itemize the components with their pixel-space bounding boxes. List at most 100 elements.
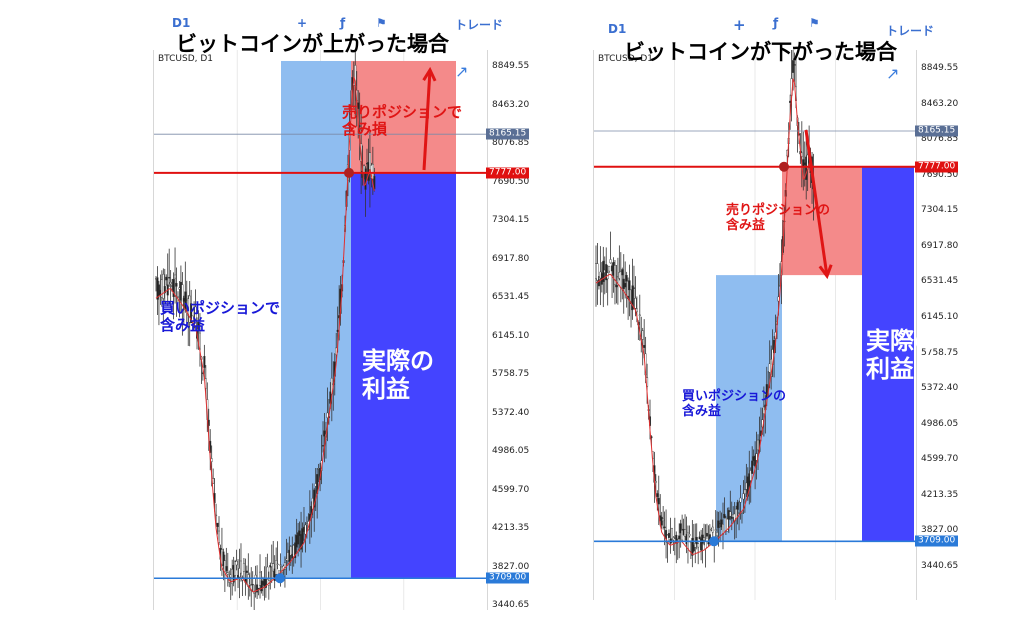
- indicator-icon[interactable]: ƒ: [340, 16, 346, 30]
- candle-body: [234, 561, 237, 576]
- candle-body: [596, 263, 599, 281]
- candle-body: [288, 549, 291, 562]
- candle-body: [754, 455, 757, 467]
- candle-body: [697, 543, 700, 548]
- candle-body: [301, 528, 304, 545]
- price-move-arrow-head: [422, 66, 437, 82]
- candle-body: [703, 537, 706, 541]
- candle-body: [272, 563, 275, 572]
- candle-body: [730, 516, 733, 519]
- candle-body: [322, 445, 325, 447]
- price-axis: 8849.55 8463.20 8076.85 7690.50 7304.15 6917.…: [915, 50, 971, 600]
- price-tick-label: 5372.40: [921, 383, 959, 394]
- price-tick-label: 4986.05: [921, 418, 959, 429]
- candle-body: [172, 279, 175, 297]
- timeframe-label[interactable]: D1: [172, 16, 191, 30]
- sell-entry-dot: [344, 167, 354, 178]
- symbol-label: BTCUSD, D1: [158, 54, 214, 64]
- expand-arrow-icon[interactable]: ↗: [886, 64, 900, 83]
- candle-body: [257, 587, 260, 590]
- candle-body: [239, 560, 242, 574]
- candle-body: [218, 530, 221, 543]
- candle-body: [245, 570, 248, 573]
- price-tick-label: 8463.20: [492, 99, 530, 110]
- candle-body: [707, 542, 710, 545]
- candle-body: [792, 60, 795, 73]
- candle-body: [663, 526, 666, 528]
- sell-price-tag: 7777.00: [486, 167, 530, 179]
- price-tick-label: 3440.65: [921, 561, 959, 571]
- moving-average-line: [595, 78, 814, 555]
- buy-entry-dot: [709, 536, 719, 547]
- expand-arrow-icon[interactable]: ↗: [455, 62, 469, 81]
- indicator-icon[interactable]: ƒ: [773, 16, 779, 30]
- candle-body: [597, 279, 600, 287]
- candle-body: [215, 514, 218, 517]
- candle-body: [717, 520, 720, 528]
- candle-body: [194, 306, 197, 331]
- price-tick-label: 6145.10: [492, 330, 530, 341]
- timeframe-label[interactable]: D1: [608, 22, 627, 36]
- crosshair-icon[interactable]: +: [297, 16, 308, 30]
- price-tick-label: 8849.55: [921, 63, 959, 73]
- candle-body: [656, 493, 659, 498]
- candle-body: [624, 282, 627, 288]
- price-tick-label: 4213.35: [492, 523, 530, 533]
- candle-body: [276, 563, 279, 566]
- trade-button[interactable]: トレード: [886, 24, 935, 38]
- price-tick-label: 4599.70: [921, 454, 959, 465]
- candle-body: [260, 580, 263, 592]
- candle-body: [643, 345, 646, 348]
- candle-body: [608, 265, 611, 272]
- price-tick-label: 5372.40: [492, 407, 530, 418]
- trade-button[interactable]: トレード: [455, 18, 504, 32]
- sell-entry-dot: [779, 161, 789, 172]
- chart-title: ビットコインが下がった場合: [624, 40, 897, 64]
- candle-body: [253, 592, 256, 594]
- price-tick-label: 7690.50: [492, 176, 530, 187]
- candle-body: [654, 480, 657, 483]
- price-tick-label: 8463.20: [921, 98, 959, 109]
- candle-body: [169, 282, 172, 285]
- price-tick-label: 6531.45: [921, 276, 959, 287]
- actual-profit-zone: [862, 166, 914, 542]
- candle-body: [660, 516, 663, 526]
- price-move-arrow: [422, 69, 432, 171]
- price-chart: [594, 50, 916, 600]
- crosshair-icon[interactable]: +: [733, 16, 746, 34]
- candle-body: [679, 523, 682, 534]
- candle-body: [165, 276, 168, 281]
- objects-icon[interactable]: ⚑: [376, 16, 387, 30]
- candle-body: [667, 533, 670, 538]
- candle-body: [247, 574, 250, 588]
- price-chart: [154, 50, 487, 610]
- candle-body: [704, 541, 707, 549]
- candle-body: [628, 280, 631, 291]
- price-tick-label: 8076.85: [492, 138, 530, 148]
- candle-body: [176, 296, 179, 298]
- candle-body: [751, 460, 754, 474]
- candle-body: [716, 532, 719, 536]
- candle-body: [275, 560, 278, 575]
- actual-profit-label: 実際の 利益: [362, 347, 434, 403]
- candle-body: [313, 489, 316, 508]
- chart-area[interactable]: BTCUSD, D1: [153, 50, 488, 610]
- objects-icon[interactable]: ⚑: [809, 16, 820, 30]
- candle-body: [729, 511, 732, 517]
- candle-body: [304, 524, 307, 535]
- candle-body: [294, 542, 297, 559]
- candle-body: [264, 578, 267, 588]
- candle-body: [749, 470, 752, 481]
- chart-area[interactable]: BTCUSD, D1: [593, 50, 917, 600]
- candle-body: [670, 528, 673, 539]
- candle-body: [175, 283, 178, 287]
- candle-body: [242, 563, 245, 572]
- symbol-label: BTCUSD, D1: [598, 54, 654, 64]
- candle-body: [210, 458, 213, 462]
- buy-price-tag: 3709.00: [915, 535, 959, 547]
- candle-body: [203, 356, 206, 368]
- candle-body: [632, 287, 635, 289]
- price-tick-label: 5758.75: [921, 347, 959, 358]
- candle-body: [688, 534, 691, 536]
- candle-body: [609, 259, 612, 264]
